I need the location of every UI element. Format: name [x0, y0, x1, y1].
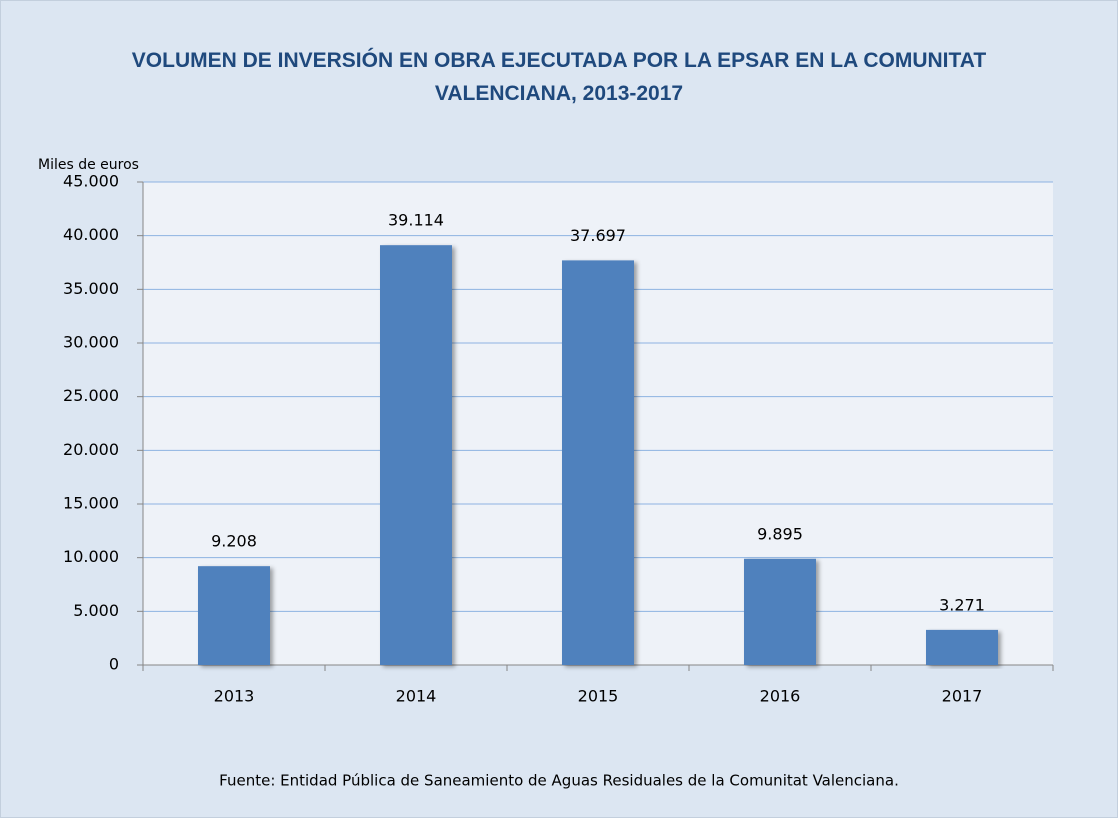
y-tick-label: 35.000	[63, 279, 119, 298]
y-tick-label: 25.000	[63, 386, 119, 405]
bar	[380, 245, 452, 666]
x-tick-label: 2016	[760, 687, 801, 706]
bar	[198, 566, 270, 665]
y-tick-label: 20.000	[63, 440, 119, 459]
y-tick-label: 10.000	[63, 547, 119, 566]
y-tick-label: 30.000	[63, 333, 119, 352]
bar	[744, 558, 816, 665]
x-tick-label: 2017	[942, 687, 983, 706]
x-tick-label: 2015	[578, 687, 619, 706]
data-label: 37.697	[570, 226, 626, 245]
bar	[926, 629, 998, 665]
y-tick-label: 45.000	[63, 172, 119, 191]
x-tick-label: 2014	[396, 687, 437, 706]
y-tick-label: 40.000	[63, 225, 119, 244]
y-axis-label: Miles de euros	[38, 157, 139, 173]
data-label: 9.208	[211, 532, 257, 551]
data-label: 3.271	[939, 595, 985, 614]
y-tick-label: 5.000	[73, 601, 119, 620]
y-tick-label: 15.000	[63, 494, 119, 513]
y-tick-label: 0	[109, 655, 119, 674]
chart-title: VOLUMEN DE INVERSIÓN EN OBRA EJECUTADA P…	[131, 49, 987, 105]
source-note: Fuente: Entidad Pública de Saneamiento d…	[219, 772, 899, 790]
x-tick-label: 2013	[214, 687, 255, 706]
bar	[562, 260, 634, 665]
data-label: 9.895	[757, 524, 803, 543]
data-label: 39.114	[388, 211, 444, 230]
